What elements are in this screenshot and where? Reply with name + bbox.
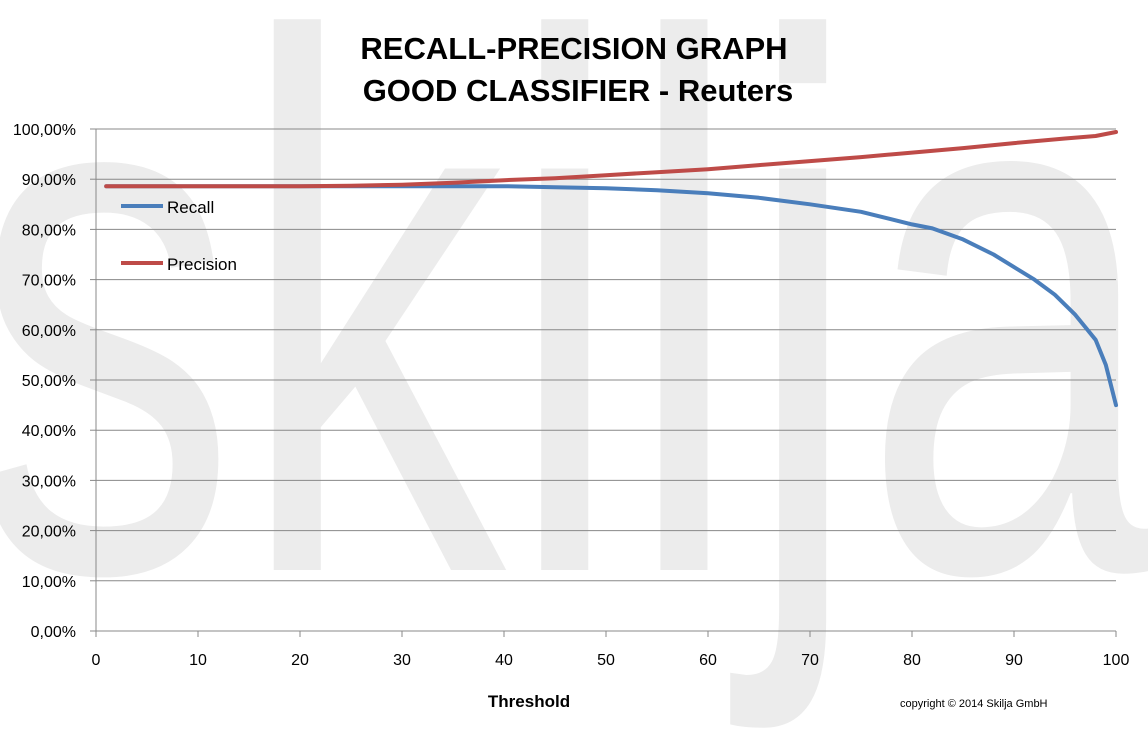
x-tick-label: 40 — [495, 652, 513, 669]
chart-title-line2: GOOD CLASSIFIER - Reuters — [363, 73, 794, 108]
y-tick-label: 100,00% — [13, 122, 76, 139]
chart-title-line1: RECALL-PRECISION GRAPH — [360, 31, 787, 66]
series-line-recall — [104, 184, 1118, 408]
x-tick-label: 0 — [92, 652, 101, 669]
x-tick-label: 60 — [699, 652, 717, 669]
y-tick-label: 40,00% — [22, 423, 76, 440]
y-tick-label: 30,00% — [22, 473, 76, 490]
y-tick-label: 80,00% — [22, 222, 76, 239]
y-tick-label: 90,00% — [22, 172, 76, 189]
y-tick-label: 60,00% — [22, 323, 76, 340]
copyright-text: copyright © 2014 Skilja GmbH — [900, 698, 1048, 710]
x-tick-label: 100 — [1103, 652, 1130, 669]
x-axis-label: Threshold — [488, 692, 570, 711]
series — [104, 130, 1118, 408]
y-tick-label: 0,00% — [31, 624, 76, 641]
y-tick-label: 70,00% — [22, 273, 76, 290]
y-tick-label: 10,00% — [22, 574, 76, 591]
x-tick-label: 70 — [801, 652, 819, 669]
x-tick-label: 80 — [903, 652, 921, 669]
x-tick-label: 30 — [393, 652, 411, 669]
axes: 0,00% 10,00% 20,00% 30,00% 40,00% 50,00% 60,00… — [13, 122, 1130, 669]
series-line-precision — [104, 130, 1118, 189]
x-tick-label: 10 — [189, 652, 207, 669]
x-tick-label: 90 — [1005, 652, 1023, 669]
x-tick-label: 50 — [597, 652, 615, 669]
legend: Recall Precision — [121, 198, 237, 274]
legend-label-recall: Recall — [167, 198, 214, 217]
y-tick-label: 50,00% — [22, 373, 76, 390]
legend-label-precision: Precision — [167, 255, 237, 274]
y-tick-label: 20,00% — [22, 524, 76, 541]
x-tick-label: 20 — [291, 652, 309, 669]
gridlines — [96, 128, 1116, 582]
